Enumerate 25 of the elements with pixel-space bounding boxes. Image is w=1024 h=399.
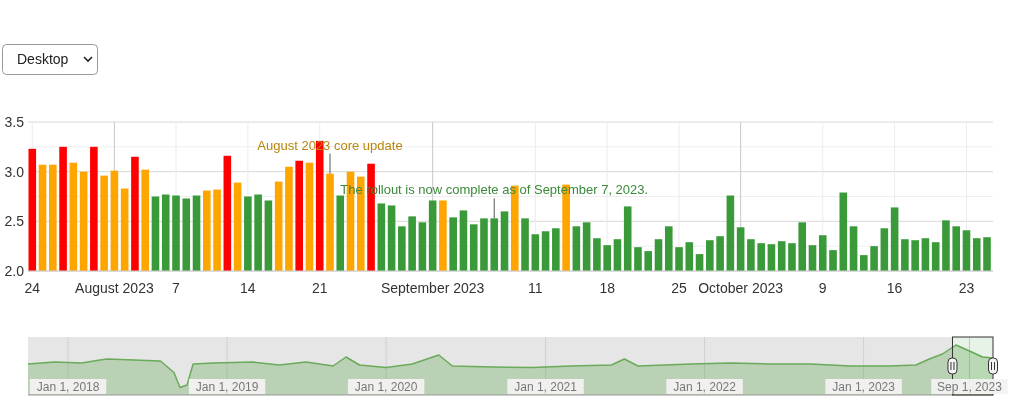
y-tick-label: 2.5 xyxy=(4,213,25,230)
x-tick-label: Jan 1, 2019 xyxy=(195,380,259,394)
x-tick-label: Jan 1, 2023 xyxy=(832,380,896,394)
y-tick-label: 3.5 xyxy=(4,113,25,130)
x-tick-label: 24 xyxy=(24,280,41,296)
x-tick-label: Jan 1, 2021 xyxy=(514,380,578,394)
x-tick-label: Sep 1, 2023 xyxy=(937,380,1003,394)
y-tick-label: 3.0 xyxy=(4,163,25,180)
x-tick-label: 9 xyxy=(818,280,827,296)
x-tick-label: 14 xyxy=(240,280,256,296)
x-tick-label: Jan 1, 2022 xyxy=(673,380,737,394)
dropdown-field: Desktop xyxy=(2,44,98,75)
x-tick-label: 16 xyxy=(886,280,903,296)
x-tick-label: 21 xyxy=(311,280,328,296)
x-tick-label: 11 xyxy=(528,280,543,296)
y-tick-label: 2.0 xyxy=(4,262,25,279)
x-tick-label: 25 xyxy=(671,280,688,296)
x-tick-label: Jan 1, 2018 xyxy=(36,380,100,394)
x-tick-label: August 2023 xyxy=(75,280,154,296)
x-tick-label: October 2023 xyxy=(698,280,784,296)
x-tick-label: 18 xyxy=(599,280,616,296)
x-tick-label: September 2023 xyxy=(380,280,485,296)
x-tick-label: Jan 1, 2020 xyxy=(354,380,418,394)
x-tick-label: 23 xyxy=(958,280,975,296)
x-tick-label: 7 xyxy=(172,280,181,296)
